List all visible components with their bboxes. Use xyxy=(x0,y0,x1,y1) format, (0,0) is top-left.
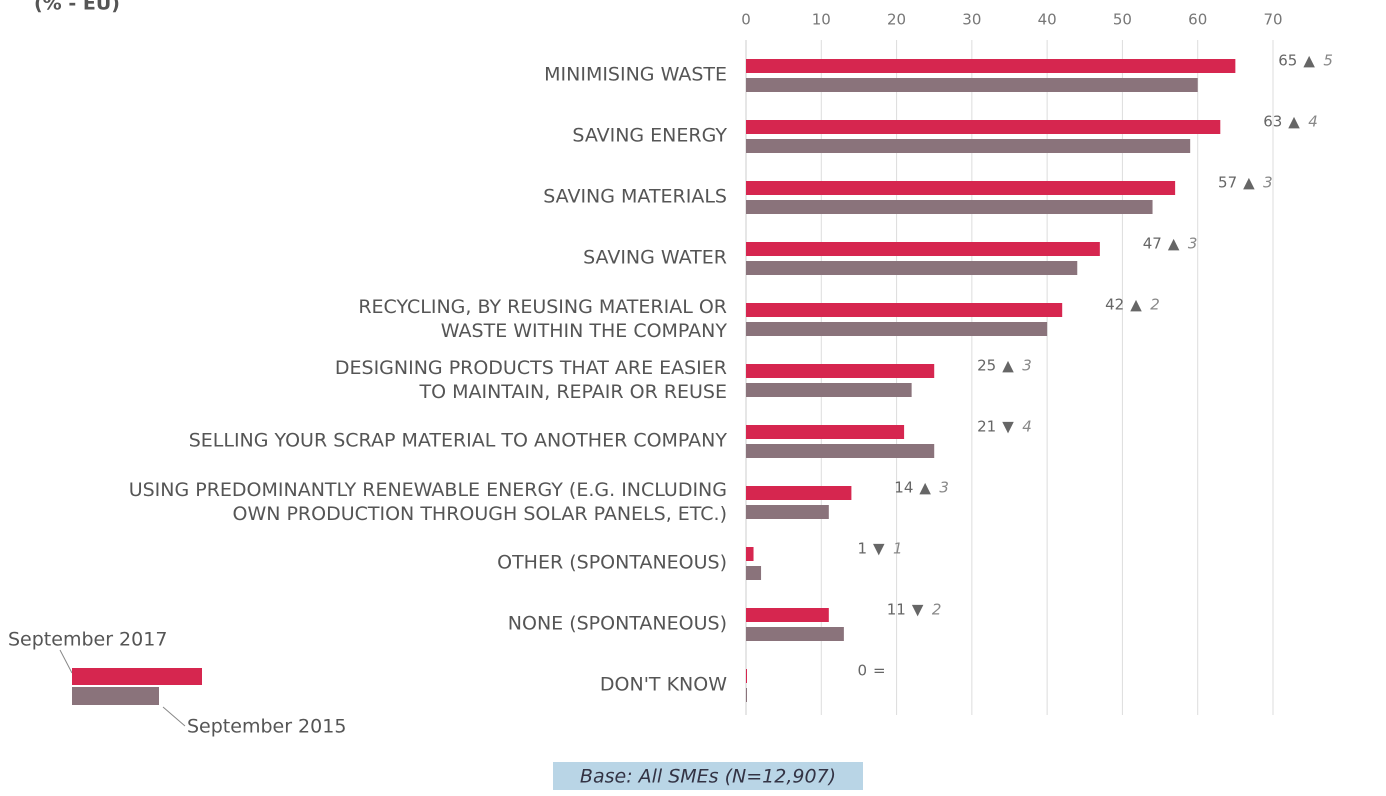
legend-label: September 2017 xyxy=(8,629,167,651)
value-label: 1 xyxy=(857,540,867,558)
bar xyxy=(746,78,1198,92)
value-label: 21 xyxy=(977,418,996,436)
bar xyxy=(746,242,1100,256)
bar xyxy=(746,486,852,500)
legend-swatch xyxy=(72,668,202,685)
category-label: SAVING WATER xyxy=(583,247,727,269)
category-label: SAVING MATERIALS xyxy=(543,186,727,208)
change-symbol: ▲ xyxy=(1130,296,1142,314)
value-label: 25 xyxy=(977,357,996,375)
change-label: 1 xyxy=(893,540,903,558)
change-symbol: ▲ xyxy=(1288,113,1300,131)
x-tick-label: 30 xyxy=(962,11,981,29)
x-tick-label: 0 xyxy=(741,11,751,29)
category-label: OTHER (SPONTANEOUS) xyxy=(497,552,727,574)
bar xyxy=(746,383,912,397)
change-symbol: ▲ xyxy=(1002,357,1014,375)
category-label: RECYCLING, BY REUSING MATERIAL OR WASTE W… xyxy=(358,296,727,342)
bar xyxy=(746,303,1063,317)
bar xyxy=(746,425,905,439)
change-symbol: = xyxy=(873,662,886,680)
change-label: 5 xyxy=(1323,52,1333,70)
bar xyxy=(746,261,1078,275)
change-label: 3 xyxy=(1263,174,1273,192)
bar xyxy=(746,566,762,580)
legend-leader xyxy=(162,706,186,727)
value-label: 57 xyxy=(1218,174,1237,192)
bar xyxy=(746,688,747,702)
category-label: USING PREDOMINANTLY RENEWABLE ENERGY (E.… xyxy=(129,479,727,525)
subtitle: (% - EU) xyxy=(34,0,120,15)
bar xyxy=(746,505,829,519)
category-label: DESIGNING PRODUCTS THAT ARE EASIER TO MAI… xyxy=(335,357,727,403)
legend-leader xyxy=(59,649,73,674)
category-label: MINIMISING WASTE xyxy=(544,64,727,86)
category-line: DESIGNING PRODUCTS THAT ARE EASIER xyxy=(335,357,727,379)
category-line: RECYCLING, BY REUSING MATERIAL OR xyxy=(358,296,727,318)
legend-swatch xyxy=(72,687,159,705)
x-tick-label: 40 xyxy=(1038,11,1057,29)
change-symbol: ▼ xyxy=(912,601,924,619)
bar xyxy=(746,364,935,378)
category-line: TO MAINTAIN, REPAIR OR REUSE xyxy=(419,381,728,403)
bar xyxy=(746,59,1236,73)
bar xyxy=(746,181,1176,195)
category-line: OWN PRODUCTION THROUGH SOLAR PANELS, ETC… xyxy=(232,503,727,525)
bar xyxy=(746,120,1221,134)
change-label: 3 xyxy=(1022,357,1032,375)
category-label: NONE (SPONTANEOUS) xyxy=(508,613,727,635)
change-symbol: ▲ xyxy=(919,479,931,497)
x-tick-label: 10 xyxy=(812,11,831,29)
change-symbol: ▲ xyxy=(1168,235,1180,253)
x-tick-label: 70 xyxy=(1263,11,1282,29)
change-label: 2 xyxy=(932,601,942,619)
category-label: SELLING YOUR SCRAP MATERIAL TO ANOTHER C… xyxy=(189,430,728,452)
change-label: 3 xyxy=(939,479,949,497)
legend-label: September 2015 xyxy=(187,716,346,738)
category-line: WASTE WITHIN THE COMPANY xyxy=(441,320,728,342)
value-label: 63 xyxy=(1263,113,1282,131)
category-line: USING PREDOMINANTLY RENEWABLE ENERGY (E.… xyxy=(129,479,727,501)
change-symbol: ▼ xyxy=(1002,418,1014,436)
change-label: 4 xyxy=(1022,418,1032,436)
value-label: 65 xyxy=(1278,52,1297,70)
bar xyxy=(746,547,754,561)
category-label: DON'T KNOW xyxy=(600,674,727,696)
value-label: 0 xyxy=(857,662,867,680)
note-highlight xyxy=(553,762,863,790)
bar xyxy=(746,322,1048,336)
bar xyxy=(746,200,1153,214)
bar xyxy=(746,139,1191,153)
value-label: 11 xyxy=(887,601,906,619)
note: Base: All SMEs (N=12,907) xyxy=(580,766,836,788)
value-label: 14 xyxy=(894,479,913,497)
x-tick-label: 20 xyxy=(887,11,906,29)
bar xyxy=(746,444,935,458)
bar xyxy=(746,669,747,683)
change-symbol: ▲ xyxy=(1303,52,1315,70)
change-label: 4 xyxy=(1308,113,1318,131)
bar xyxy=(746,627,844,641)
change-symbol: ▼ xyxy=(873,540,885,558)
bar xyxy=(746,608,829,622)
category-label: SAVING ENERGY xyxy=(572,125,727,147)
x-tick-label: 60 xyxy=(1188,11,1207,29)
value-label: 42 xyxy=(1105,296,1124,314)
change-label: 3 xyxy=(1188,235,1198,253)
x-tick-label: 50 xyxy=(1113,11,1132,29)
value-label: 47 xyxy=(1143,235,1162,253)
change-label: 2 xyxy=(1150,296,1160,314)
change-symbol: ▲ xyxy=(1243,174,1255,192)
